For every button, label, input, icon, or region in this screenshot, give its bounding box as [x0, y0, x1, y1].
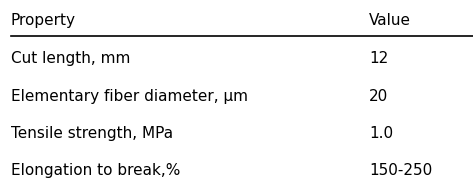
- Text: 1.0: 1.0: [369, 126, 393, 141]
- Text: Elementary fiber diameter, μm: Elementary fiber diameter, μm: [11, 88, 248, 104]
- Text: Tensile strength, MPa: Tensile strength, MPa: [11, 126, 173, 141]
- Text: Elongation to break,%: Elongation to break,%: [11, 163, 180, 178]
- Text: Cut length, mm: Cut length, mm: [11, 51, 130, 66]
- Text: 20: 20: [369, 88, 388, 104]
- Text: Property: Property: [11, 13, 76, 28]
- Text: 150-250: 150-250: [369, 163, 432, 178]
- Text: Value: Value: [369, 13, 411, 28]
- Text: 12: 12: [369, 51, 388, 66]
